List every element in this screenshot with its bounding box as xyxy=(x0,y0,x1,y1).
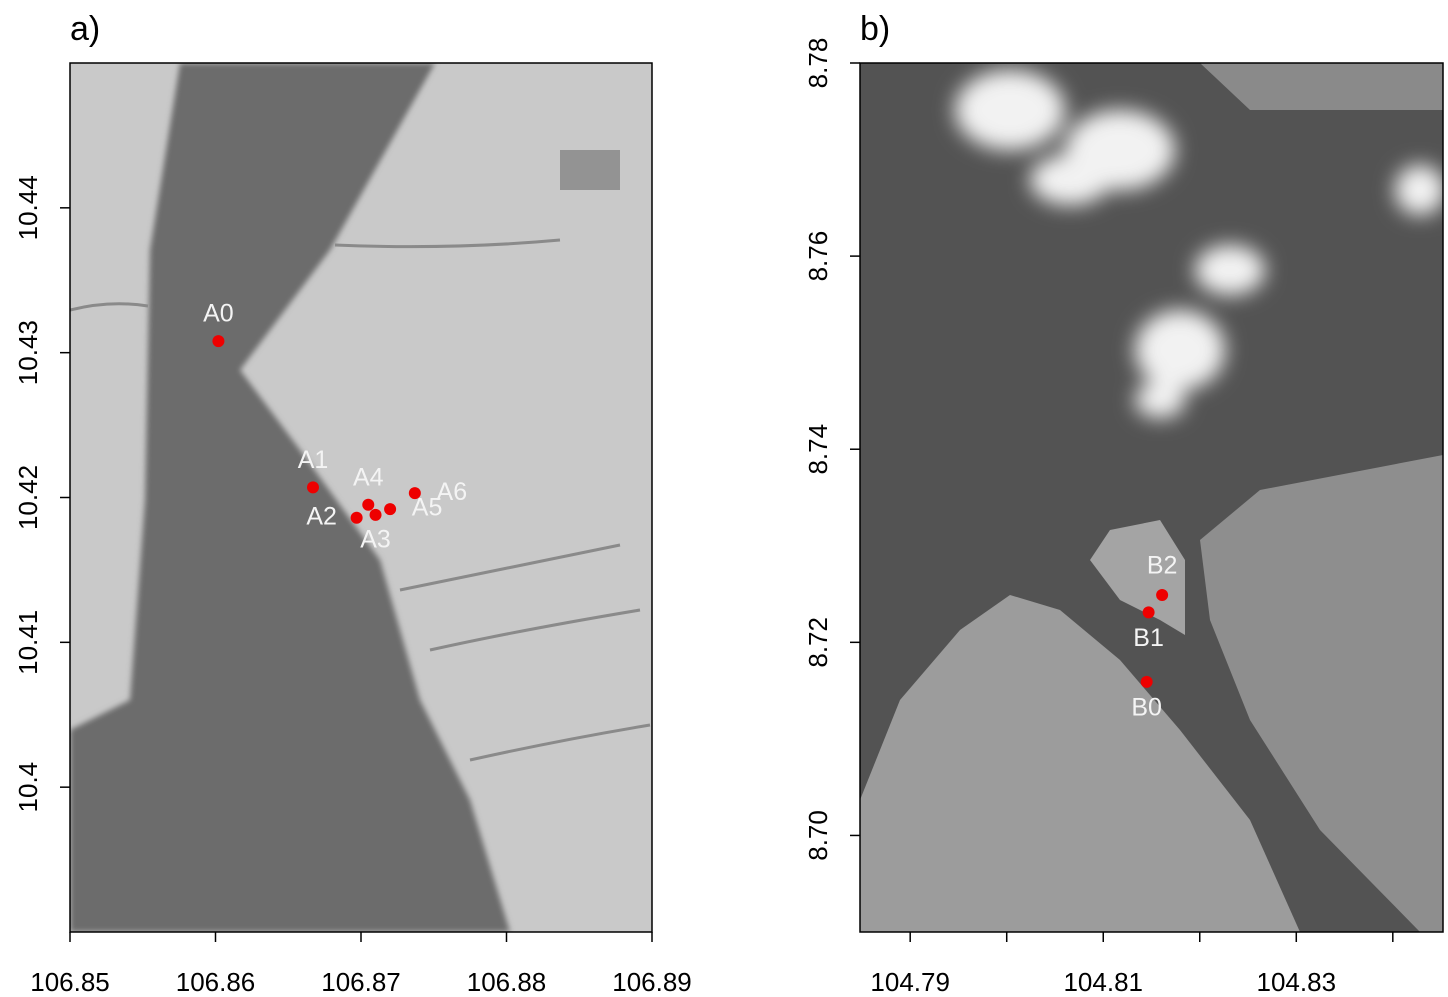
station-point xyxy=(1143,606,1155,618)
x-tick-label: 106.88 xyxy=(467,967,547,997)
station-label: A2 xyxy=(306,502,337,530)
station-label: B2 xyxy=(1147,552,1178,580)
x-tick-label: 106.89 xyxy=(612,967,692,997)
station-label: A3 xyxy=(360,525,391,553)
x-tick-label: 106.87 xyxy=(321,967,401,997)
y-tick-label: 8.78 xyxy=(803,38,833,89)
y-tick-label: 8.76 xyxy=(803,231,833,282)
station-point xyxy=(351,512,363,524)
figure: a) 106.85 106.86 106.87 106.88 106.89 10.4 10.4… xyxy=(0,0,1448,997)
station-label: A0 xyxy=(203,300,234,328)
station-point xyxy=(370,509,382,521)
station-label: B0 xyxy=(1131,694,1162,722)
x-tick-label: 106.85 xyxy=(30,967,110,997)
station-point xyxy=(362,499,374,511)
station-point xyxy=(409,487,421,499)
y-tick-label: 10.43 xyxy=(13,320,43,385)
y-tick-label: 10.4 xyxy=(13,762,43,813)
station-point xyxy=(1156,589,1168,601)
station-point xyxy=(384,503,396,515)
satellite-image-b xyxy=(860,63,1445,932)
y-tick-label: 8.74 xyxy=(803,424,833,475)
y-tick-label: 8.72 xyxy=(803,617,833,668)
station-label: B1 xyxy=(1133,624,1164,652)
station-point xyxy=(307,481,319,493)
panel-title: b) xyxy=(860,10,890,48)
station-label: A6 xyxy=(437,478,468,506)
y-tick-label: 10.41 xyxy=(13,610,43,675)
panel-title: a) xyxy=(70,10,100,48)
y-tick-label: 8.70 xyxy=(803,810,833,861)
station-label: A1 xyxy=(298,446,329,474)
station-point xyxy=(212,335,224,347)
x-tick-label: 106.86 xyxy=(176,967,256,997)
y-tick-label: 10.42 xyxy=(13,465,43,530)
x-tick-label: 104.81 xyxy=(1063,967,1143,997)
station-point xyxy=(1141,676,1153,688)
y-tick-label: 10.44 xyxy=(13,175,43,240)
satellite-image-a xyxy=(70,63,652,932)
page: a) 106.85 106.86 106.87 106.88 106.89 10.4 10.4… xyxy=(0,0,1448,997)
x-tick-label: 104.83 xyxy=(1257,967,1337,997)
station-label: A4 xyxy=(353,463,384,491)
x-tick-label: 104.79 xyxy=(870,967,950,997)
